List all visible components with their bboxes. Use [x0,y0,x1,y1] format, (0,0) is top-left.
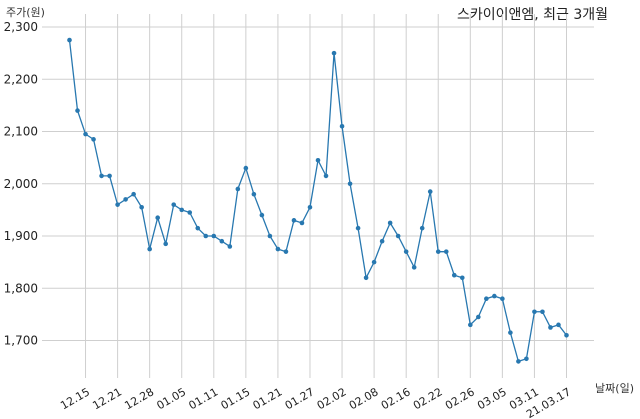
data-point [187,210,193,215]
data-point [508,330,513,335]
data-point [524,356,529,362]
data-point [107,173,112,179]
x-tick-label: 02.02 [315,385,349,412]
data-point [115,202,120,207]
data-point [363,275,369,281]
data-point [556,322,561,328]
data-point [395,233,401,239]
x-tick-label: 02.16 [379,385,413,412]
data-point [403,249,409,254]
data-point [203,233,209,239]
y-axis-label: 주가(원) [6,6,45,19]
data-point [291,218,297,223]
data-point [548,325,553,330]
data-point [227,244,233,249]
data-point [331,50,337,56]
data-point [500,296,505,302]
y-tick-label: 1,800 [4,281,38,295]
data-point [67,37,72,43]
data-point [387,220,393,226]
data-point [379,238,385,244]
x-tick-label: 03.05 [475,385,509,412]
data-point [99,173,104,179]
data-point [259,212,265,218]
data-point [155,215,160,221]
y-tick-label: 2,000 [4,177,38,191]
data-point [131,191,136,197]
data-point [163,241,168,247]
x-tick-label: 01.15 [219,385,253,412]
series-layer [67,37,569,364]
y-tick-label: 2,100 [4,125,38,139]
chart-title: 스카이이앤엠, 최근 3개월 [456,7,608,23]
data-point [251,191,257,197]
x-tick-label: 12.28 [122,385,156,412]
data-point [516,359,521,364]
data-point [283,249,289,254]
data-point [532,309,537,315]
data-point [91,137,96,142]
data-point [243,165,249,171]
data-point [275,246,281,252]
x-tick-label: 12.21 [90,385,124,412]
x-tick-labels: 12.1512.2112.2801.0501.1101.1501.2101.27… [58,385,573,419]
data-point [355,225,361,231]
data-point [540,309,545,315]
x-tick-label: 02.08 [347,385,381,412]
data-point [235,186,241,192]
data-point [371,259,377,265]
data-point [299,220,305,226]
data-point [83,131,88,137]
y-tick-labels: 1,700 1,800 1,900 2,000 2,100 2,200 2,300 [4,20,38,348]
data-point [468,322,473,328]
data-point [315,157,321,163]
data-point [123,197,128,202]
x-tick-label: 01.21 [251,385,285,412]
y-tick-label: 1,900 [4,229,38,243]
grid-lines [42,14,594,378]
data-point [459,275,465,281]
data-point [339,123,345,129]
data-point [139,204,144,210]
x-axis-label: 날짜(일) [595,382,634,395]
data-point [492,293,497,299]
x-tick-label: 02.26 [443,385,477,412]
data-point [443,249,449,254]
data-point [171,202,177,207]
x-tick-label: 01.11 [187,385,221,412]
x-tick-label: 01.05 [154,385,188,412]
data-point [564,332,569,338]
y-tick-label: 1,700 [4,334,38,348]
data-point [323,173,329,179]
series-line [68,39,568,363]
y-tick-label: 2,300 [4,20,38,34]
data-point [411,265,417,270]
data-point [179,207,185,213]
data-point [484,296,489,302]
x-tick-label: 02.22 [411,385,445,412]
data-point [435,249,441,254]
data-point [219,238,225,244]
data-point [451,272,457,278]
data-point [211,233,217,239]
data-point [427,189,433,194]
data-point [307,204,313,210]
x-tick-label: 01.27 [283,385,317,412]
data-point [347,181,353,187]
data-point [147,246,152,252]
data-point [75,108,80,113]
data-point [419,225,425,231]
data-point [476,314,481,320]
y-tick-label: 2,200 [4,72,38,86]
x-tick-label: 12.15 [58,385,92,412]
data-point [195,225,201,231]
data-point [267,233,273,239]
